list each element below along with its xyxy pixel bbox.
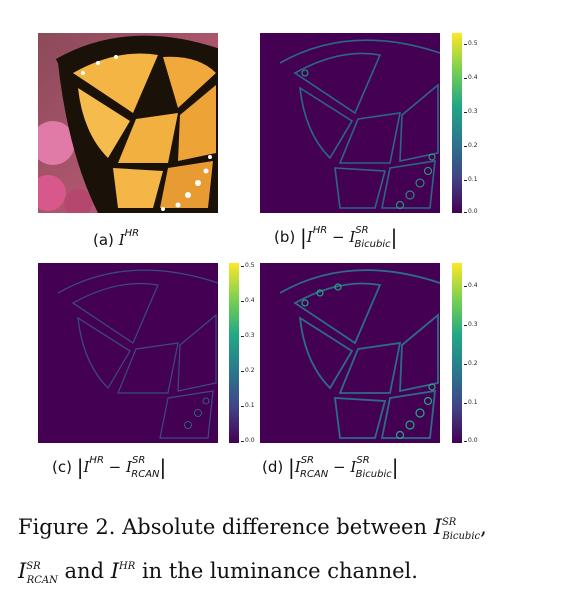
difference-map-bicubic: [260, 33, 440, 213]
caption-sup: SR: [26, 561, 41, 572]
caption-and: and: [64, 559, 105, 583]
tick-label: 0.2: [464, 142, 478, 149]
panel-a-image: [38, 33, 218, 213]
caption-symbol: I: [110, 559, 120, 583]
tick-label: 0.1: [464, 399, 478, 406]
caption-sup: SR: [441, 517, 457, 528]
tick-label: 0.4: [464, 282, 478, 289]
tick-label: 0.5: [241, 262, 255, 269]
tick-label: 0.0: [241, 437, 255, 444]
panel-b-colorbar: [452, 33, 462, 213]
caption-sup: HR: [119, 561, 136, 572]
panel-d-colorbar: [452, 263, 462, 443]
butterfly-photo: [38, 33, 218, 213]
tick-label: 0.0: [464, 437, 478, 444]
difference-map-rcan: [38, 263, 218, 443]
panel-b-label: (b) |IHR − ISRBicubic|: [274, 225, 398, 250]
tick-label: 0.1: [241, 402, 255, 409]
difference-map-rcan-bicubic: [260, 263, 440, 443]
panel-d-heatmap: [260, 263, 440, 443]
caption-label: Figure 2.: [18, 515, 116, 539]
tick-label: 0.2: [241, 367, 255, 374]
panel-a-label: (a) IHR: [93, 228, 140, 249]
tick-label: 0.3: [241, 332, 255, 339]
caption-symbol: I: [433, 515, 442, 539]
panel-d-label: (d) |ISRRCAN − ISRBicubic|: [262, 455, 399, 480]
caption-sub: Bicubic: [442, 531, 481, 542]
panel-c-label: (c) |IHR − ISRRCAN|: [52, 455, 167, 480]
panel-c-heatmap: [38, 263, 218, 443]
caption-text: Absolute difference between: [122, 515, 427, 539]
tick-label: 0.3: [464, 321, 478, 328]
tick-label: 0.2: [464, 360, 478, 367]
tick-label: 0.4: [241, 297, 255, 304]
panel-c-colorbar: [229, 263, 239, 443]
caption-symbol: I: [18, 559, 27, 583]
tick-label: 0.4: [464, 74, 478, 81]
tick-label: 0.3: [464, 108, 478, 115]
figure-caption: Figure 2. Absolute difference between IS…: [18, 508, 578, 596]
caption-tail: in the luminance channel.: [141, 559, 418, 583]
tick-label: 0.1: [464, 176, 478, 183]
panel-b-heatmap: [260, 33, 440, 213]
tick-label: 0.0: [464, 208, 478, 215]
caption-comma: ,: [480, 515, 487, 539]
tick-label: 0.5: [464, 40, 478, 47]
